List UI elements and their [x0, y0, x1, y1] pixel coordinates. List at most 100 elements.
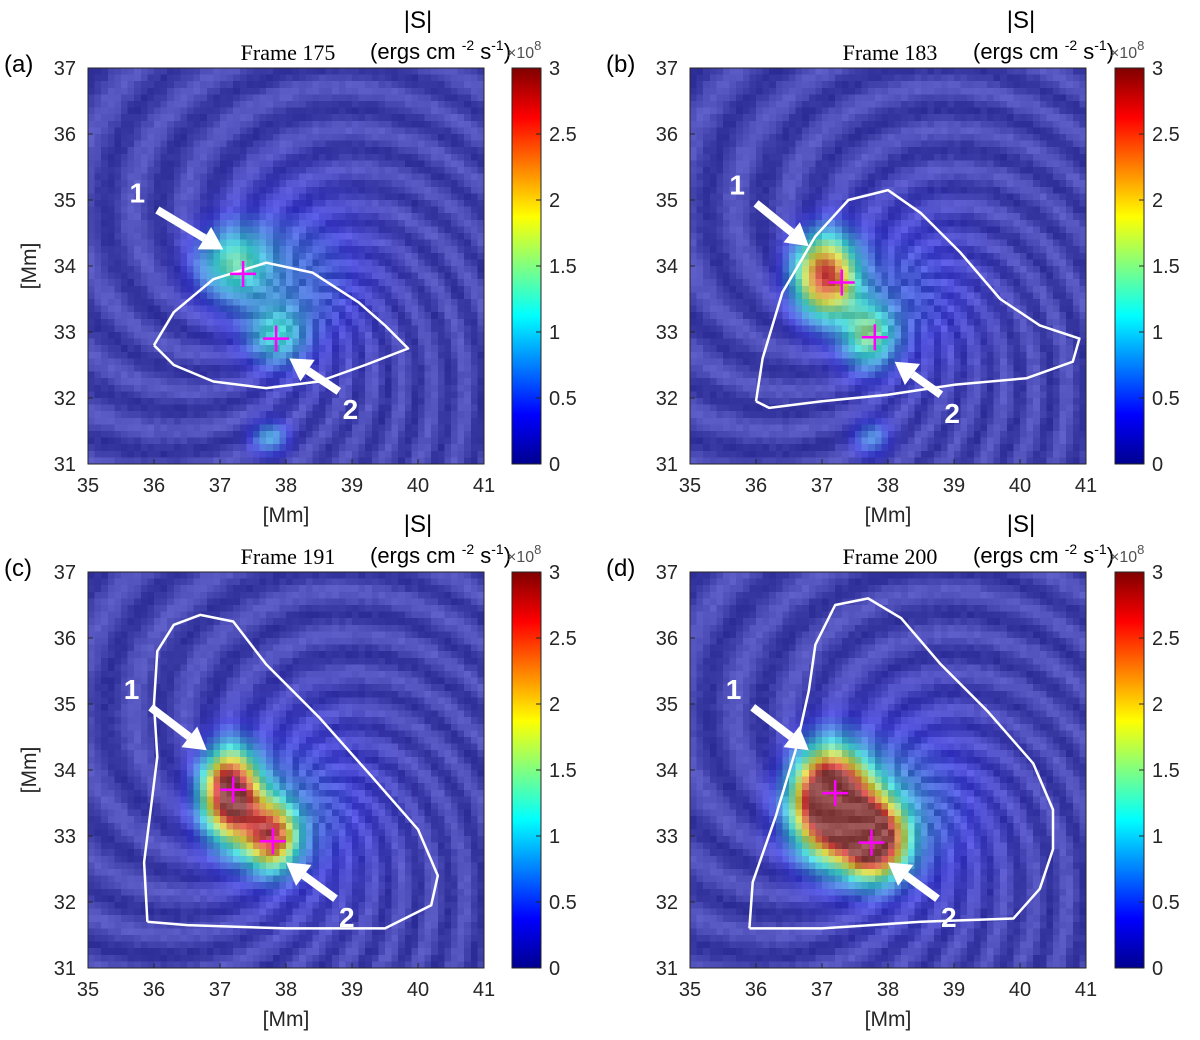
y-tick-label: 36 [54, 124, 76, 146]
colorbar-multiplier: ×108 [507, 38, 541, 62]
y-tick-label: 33 [54, 322, 76, 344]
y-tick-label: 33 [54, 826, 76, 848]
x-tick-label: 38 [877, 475, 899, 497]
colorbar-multiplier: ×108 [1110, 542, 1144, 566]
arrow-label: 1 [729, 169, 745, 200]
x-tick-label: 39 [341, 475, 363, 497]
marker-cross-2 [858, 829, 885, 856]
y-tick-label: 31 [656, 454, 678, 476]
panel-a: 35 36 37 38 39 40 4131323334353637[Mm][Mm]Fram… [4, 7, 577, 527]
panel-label: (b) [606, 51, 635, 78]
colorbar-quantity-label: |S| [1007, 511, 1035, 538]
arrow-label: 2 [339, 902, 355, 933]
colorbar-tick-label: 2 [549, 190, 560, 212]
panel-label: (d) [606, 555, 635, 582]
marker-cross-2 [263, 325, 290, 352]
x-tick-label: 40 [407, 979, 429, 1001]
colorbar-tick-label: 0 [549, 958, 560, 980]
x-tick-label: 37 [811, 979, 833, 1001]
y-tick-label: 35 [656, 190, 678, 212]
x-tick-label: 36 [143, 979, 165, 1001]
panel-label: (a) [4, 51, 33, 78]
arrow-head [783, 726, 809, 751]
arrow-shaft [301, 872, 338, 902]
x-tick-label: 40 [1009, 475, 1031, 497]
colorbar-tick-label: 0 [1152, 454, 1163, 476]
colorbar-quantity-label: |S| [1007, 7, 1035, 34]
x-tick-label: 35 [679, 979, 701, 1001]
colorbar-tick-label: 1.5 [1152, 760, 1180, 782]
arrow-head [783, 222, 809, 247]
boundary-contour [152, 261, 410, 390]
x-tick-label: 38 [275, 979, 297, 1001]
arrow-shaft [903, 872, 940, 902]
y-tick-label: 35 [656, 694, 678, 716]
colorbar-tick-label: 1.5 [549, 760, 577, 782]
colorbar-tick-label: 1 [1152, 322, 1163, 344]
y-tick-label: 32 [656, 892, 678, 914]
arrow-head [894, 361, 921, 386]
arrow-shaft [753, 200, 795, 236]
colorbar-units-label: (ergs cm -2 s-1) [973, 541, 1114, 568]
x-tick-label: 39 [943, 979, 965, 1001]
arrow-shaft [148, 704, 192, 741]
arrow-head [197, 227, 224, 250]
y-axis-label: [Mm] [18, 747, 41, 794]
colorbar-tick-label: 3 [549, 58, 560, 80]
colorbar-tick-label: 0.5 [549, 388, 577, 410]
y-tick-label: 36 [656, 124, 678, 146]
colorbar-tick-label: 1.5 [549, 256, 577, 278]
colorbar-tick-label: 3 [1152, 58, 1163, 80]
colorbar-tick-label: 3 [1152, 562, 1163, 584]
colorbar-quantity-label: |S| [404, 511, 432, 538]
colorbar-tick-label: 2.5 [1152, 628, 1180, 650]
y-tick-label: 37 [656, 562, 678, 584]
colorbar-units-label: (ergs cm -2 s-1) [370, 37, 511, 64]
colorbar-tick-label: 1.5 [1152, 256, 1180, 278]
panel-label: (c) [4, 555, 32, 582]
y-axis-label: [Mm] [18, 243, 41, 290]
x-tick-label: 35 [679, 475, 701, 497]
x-tick-label: 40 [1009, 979, 1031, 1001]
panels: 35 36 37 38 39 40 4131323334353637[Mm][Mm]Fram… [4, 7, 1180, 1031]
x-tick-label: 35 [77, 475, 99, 497]
marker-cross-1 [822, 780, 849, 807]
y-tick-label: 34 [54, 760, 76, 782]
x-axis-label: [Mm] [263, 504, 310, 527]
arrow-label: 2 [343, 394, 359, 425]
x-tick-label: 40 [407, 475, 429, 497]
x-tick-label: 39 [341, 979, 363, 1001]
marker-cross-2 [861, 324, 888, 351]
arrow-label: 2 [941, 902, 957, 933]
colorbar-tick-label: 2.5 [549, 124, 577, 146]
y-tick-label: 32 [54, 388, 76, 410]
colorbar-units-label: (ergs cm -2 s-1) [370, 541, 511, 568]
arrow-label: 1 [124, 674, 140, 705]
boundary-contour [754, 188, 1081, 410]
y-tick-label: 34 [656, 760, 678, 782]
colorbar-multiplier: ×108 [507, 542, 541, 566]
x-tick-label: 36 [745, 979, 767, 1001]
x-tick-label: 35 [77, 979, 99, 1001]
y-tick-label: 34 [54, 256, 76, 278]
colorbar-units-label: (ergs cm -2 s-1) [973, 37, 1114, 64]
panel-c: 35 36 37 38 39 40 4131323334353637[Mm][Mm]Fram… [4, 511, 577, 1031]
colorbar-multiplier: ×108 [1110, 38, 1144, 62]
colorbar-tick-label: 2 [1152, 694, 1163, 716]
x-tick-label: 37 [811, 475, 833, 497]
panel-title: Frame 191 [241, 544, 336, 569]
colorbar-tick-label: 0.5 [1152, 388, 1180, 410]
y-tick-label: 37 [54, 562, 76, 584]
arrow-label: 1 [726, 674, 742, 705]
colorbar-tick-label: 0 [549, 454, 560, 476]
colorbar-tick-label: 3 [549, 562, 560, 584]
heatmap-image [88, 572, 484, 968]
x-tick-label: 39 [943, 475, 965, 497]
marker-cross-2 [259, 828, 286, 855]
x-tick-label: 41 [1075, 979, 1097, 1001]
y-tick-label: 32 [54, 892, 76, 914]
x-tick-label: 38 [275, 475, 297, 497]
x-tick-label: 38 [877, 979, 899, 1001]
panel-title: Frame 175 [241, 40, 336, 65]
